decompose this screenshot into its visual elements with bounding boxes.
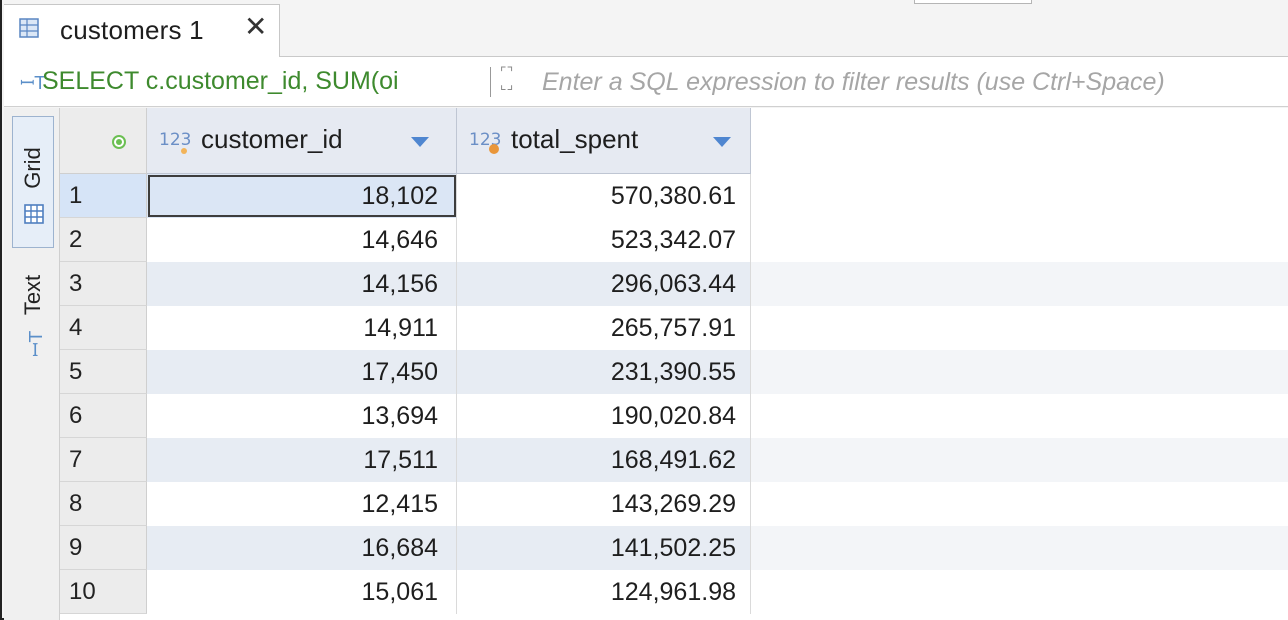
cell-total-spent[interactable]: 124,961.98 <box>457 570 751 614</box>
column-label: customer_id <box>201 124 343 154</box>
grid-header: 123 customer_id 123 total_spent <box>60 108 1288 174</box>
cell-customer-id[interactable]: 14,911 <box>147 306 457 350</box>
row-number[interactable]: 6 <box>60 394 147 438</box>
row-filler <box>751 218 1288 262</box>
table-row[interactable]: 5 17,450 231,390.55 <box>60 350 1288 394</box>
tab-customers-1[interactable]: customers 1 ✕ <box>4 4 280 58</box>
table-row[interactable]: 2 14,646 523,342.07 <box>60 218 1288 262</box>
close-icon[interactable]: ✕ <box>244 11 268 42</box>
row-number[interactable]: 2 <box>60 218 147 262</box>
cell-total-spent[interactable]: 190,020.84 <box>457 394 751 438</box>
row-filler <box>751 438 1288 482</box>
record-indicator-icon <box>112 135 126 149</box>
column-header-total-spent[interactable]: 123 total_spent <box>457 108 751 174</box>
table-row[interactable]: 10 15,061 124,961.98 <box>60 570 1288 614</box>
table-row[interactable]: 7 17,511 168,491.62 <box>60 438 1288 482</box>
cell-total-spent[interactable]: 231,390.55 <box>457 350 751 394</box>
row-number[interactable]: 8 <box>60 482 147 526</box>
grid-tab-label: Grid <box>20 147 45 189</box>
row-filler <box>751 526 1288 570</box>
table-row[interactable]: 3 14,156 296,063.44 <box>60 262 1288 306</box>
text-tab-label: Text <box>20 274 45 316</box>
row-filler <box>751 394 1288 438</box>
column-label: total_spent <box>511 124 639 154</box>
row-number[interactable]: 10 <box>60 570 147 614</box>
text-format-icon: ꟷT <box>25 331 47 357</box>
cell-customer-id[interactable]: 14,156 <box>147 262 457 306</box>
row-filler <box>751 174 1288 218</box>
tab-strip: customers 1 ✕ <box>4 0 1288 58</box>
row-number[interactable]: 4 <box>60 306 147 350</box>
table-row[interactable]: 9 16,684 141,502.25 <box>60 526 1288 570</box>
row-filler <box>751 482 1288 526</box>
cell-customer-id[interactable]: 14,646 <box>147 218 457 262</box>
cell-total-spent[interactable]: 143,269.29 <box>457 482 751 526</box>
table-row[interactable]: 6 13,694 190,020.84 <box>60 394 1288 438</box>
separator <box>490 67 491 97</box>
tab-label: customers 1 <box>60 15 204 45</box>
cell-total-spent[interactable]: 141,502.25 <box>457 526 751 570</box>
cell-total-spent[interactable]: 296,063.44 <box>457 262 751 306</box>
cell-customer-id[interactable]: 18,102 <box>147 174 457 218</box>
row-number[interactable]: 3 <box>60 262 147 306</box>
grid-icon <box>24 204 44 224</box>
cell-total-spent[interactable]: 570,380.61 <box>457 174 751 218</box>
cell-total-spent[interactable]: 523,342.07 <box>457 218 751 262</box>
row-number[interactable]: 7 <box>60 438 147 482</box>
row-filler <box>751 570 1288 614</box>
toolbar-box <box>914 0 1032 4</box>
numeric-type-icon: 123 <box>159 130 192 150</box>
table-row[interactable]: 8 12,415 143,269.29 <box>60 482 1288 526</box>
table-icon <box>19 18 39 38</box>
table-row[interactable]: 1 18,102 570,380.61 <box>60 174 1288 218</box>
filter-bar: ꟷT SELECT c.customer_id, SUM(oi ⌜⌝ ⌞⌟ <box>4 57 1288 107</box>
sort-dropdown-icon[interactable] <box>713 137 731 147</box>
row-filler <box>751 306 1288 350</box>
tab-grid[interactable]: Grid <box>12 116 54 248</box>
sql-text-icon: ꟷT <box>20 73 46 94</box>
cell-customer-id[interactable]: 16,684 <box>147 526 457 570</box>
tab-text[interactable]: Text ꟷT <box>12 254 54 364</box>
row-number[interactable]: 1 <box>60 174 147 218</box>
cell-customer-id[interactable]: 17,511 <box>147 438 457 482</box>
select-all-corner[interactable] <box>60 108 147 174</box>
row-filler <box>751 262 1288 306</box>
row-number[interactable]: 9 <box>60 526 147 570</box>
cell-total-spent[interactable]: 168,491.62 <box>457 438 751 482</box>
column-header-customer-id[interactable]: 123 customer_id <box>147 108 457 174</box>
sort-dropdown-icon[interactable] <box>411 137 429 147</box>
cell-customer-id[interactable]: 13,694 <box>147 394 457 438</box>
row-filler <box>751 350 1288 394</box>
filter-input[interactable] <box>542 67 1288 97</box>
cell-customer-id[interactable]: 12,415 <box>147 482 457 526</box>
cell-customer-id[interactable]: 15,061 <box>147 570 457 614</box>
computed-marker-icon <box>489 144 499 154</box>
row-number[interactable]: 5 <box>60 350 147 394</box>
results-grid[interactable]: 123 customer_id 123 total_spent 1 18,102… <box>60 108 1288 620</box>
table-row[interactable]: 4 14,911 265,757.91 <box>60 306 1288 350</box>
expand-icon[interactable]: ⌜⌝ ⌞⌟ <box>500 65 514 93</box>
key-marker-icon <box>181 148 187 154</box>
cell-customer-id[interactable]: 17,450 <box>147 350 457 394</box>
cell-total-spent[interactable]: 265,757.91 <box>457 306 751 350</box>
sql-query-preview[interactable]: SELECT c.customer_id, SUM(oi <box>42 67 399 95</box>
view-switcher: Grid Text ꟷT <box>4 108 60 620</box>
